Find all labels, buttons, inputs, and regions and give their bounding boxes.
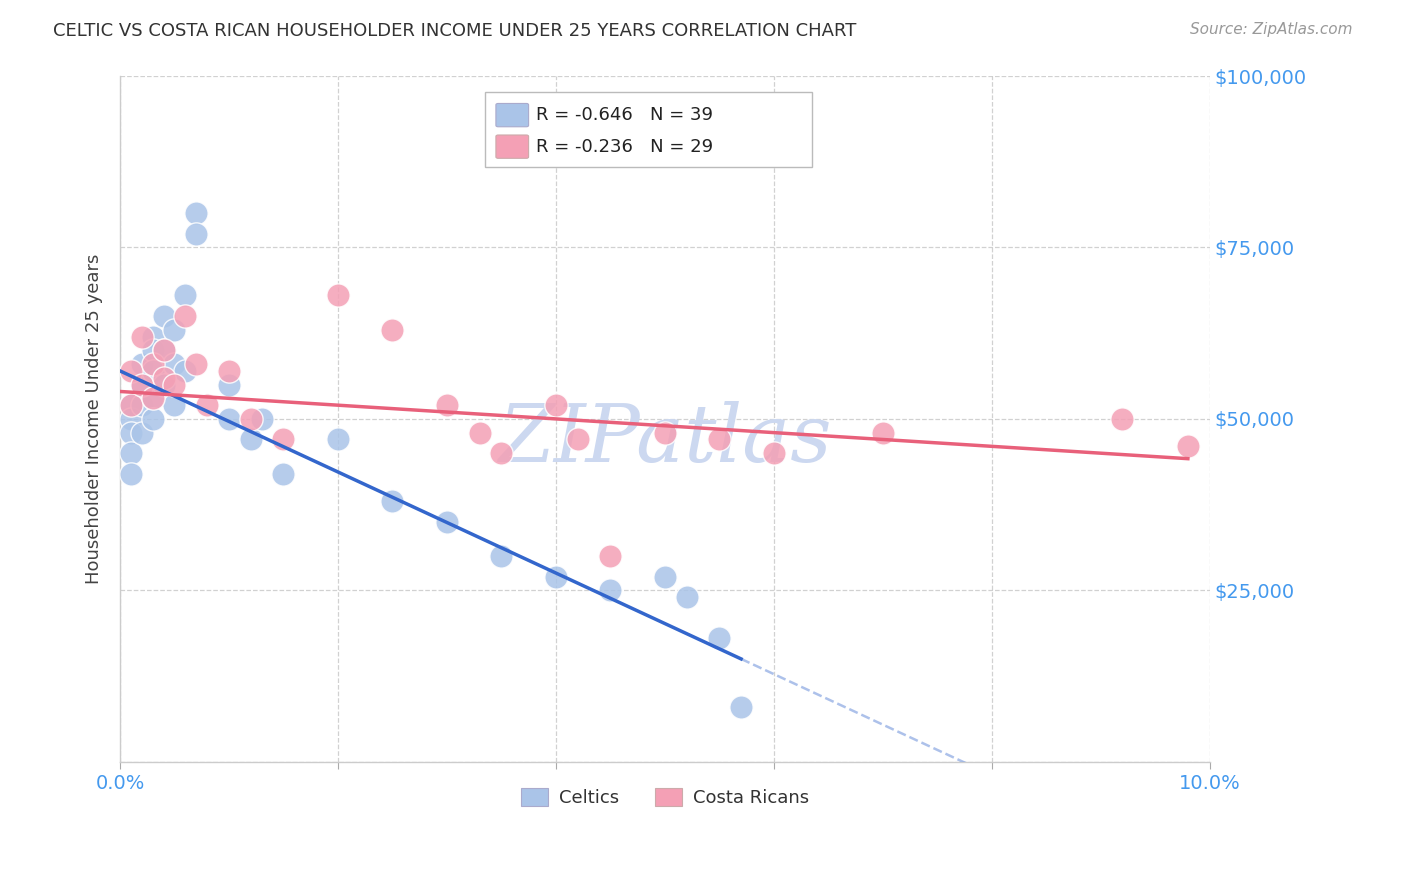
Point [142,392,165,406]
Point [131,398,153,412]
FancyBboxPatch shape [485,93,811,167]
Point [120,364,142,378]
Point [131,377,153,392]
Point [152,377,174,392]
Point [218,412,240,426]
Point [675,590,697,604]
Point [142,343,165,358]
Point [195,398,218,412]
Point [872,425,894,440]
Point [131,357,153,371]
Text: CELTIC VS COSTA RICAN HOUSEHOLDER INCOME UNDER 25 YEARS CORRELATION CHART: CELTIC VS COSTA RICAN HOUSEHOLDER INCOME… [53,22,856,40]
Point [599,549,621,563]
Point [163,377,186,392]
Point [142,364,165,378]
Point [152,309,174,323]
Point [174,364,197,378]
Point [218,377,240,392]
Text: R = -0.236   N = 29: R = -0.236 N = 29 [536,137,713,155]
Point [131,425,153,440]
Point [654,569,676,583]
Point [436,515,458,529]
Point [436,398,458,412]
Point [1177,439,1199,453]
Point [709,632,731,646]
Point [174,309,197,323]
Legend: Celtics, Costa Ricans: Celtics, Costa Ricans [513,781,815,814]
Point [544,398,567,412]
Point [599,583,621,598]
Text: Source: ZipAtlas.com: Source: ZipAtlas.com [1189,22,1353,37]
Point [273,433,295,447]
Point [131,329,153,343]
Point [174,288,197,302]
Point [186,206,208,220]
Point [250,412,273,426]
Point [186,227,208,241]
Point [1111,412,1133,426]
Point [544,569,567,583]
Point [326,433,349,447]
Point [120,412,142,426]
Point [326,288,349,302]
Point [131,377,153,392]
Point [152,343,174,358]
Point [142,357,165,371]
Point [152,370,174,384]
Point [142,392,165,406]
Point [468,425,491,440]
Point [142,329,165,343]
Point [491,446,513,460]
Point [163,323,186,337]
Point [186,357,208,371]
Point [709,433,731,447]
Point [381,494,404,508]
Point [239,412,262,426]
Point [120,398,142,412]
Point [273,467,295,481]
Text: R = -0.646   N = 39: R = -0.646 N = 39 [536,106,713,124]
Point [762,446,785,460]
Point [120,467,142,481]
Point [163,398,186,412]
FancyBboxPatch shape [496,135,529,158]
Y-axis label: Householder Income Under 25 years: Householder Income Under 25 years [86,253,103,584]
Point [654,425,676,440]
FancyBboxPatch shape [496,103,529,127]
Point [491,549,513,563]
Point [730,700,752,714]
Point [239,433,262,447]
Point [120,398,142,412]
Point [120,446,142,460]
Point [163,357,186,371]
Point [152,343,174,358]
Point [218,364,240,378]
Point [381,323,404,337]
Text: ZIPatlas: ZIPatlas [498,401,831,478]
Point [142,412,165,426]
Point [567,433,589,447]
Point [120,425,142,440]
